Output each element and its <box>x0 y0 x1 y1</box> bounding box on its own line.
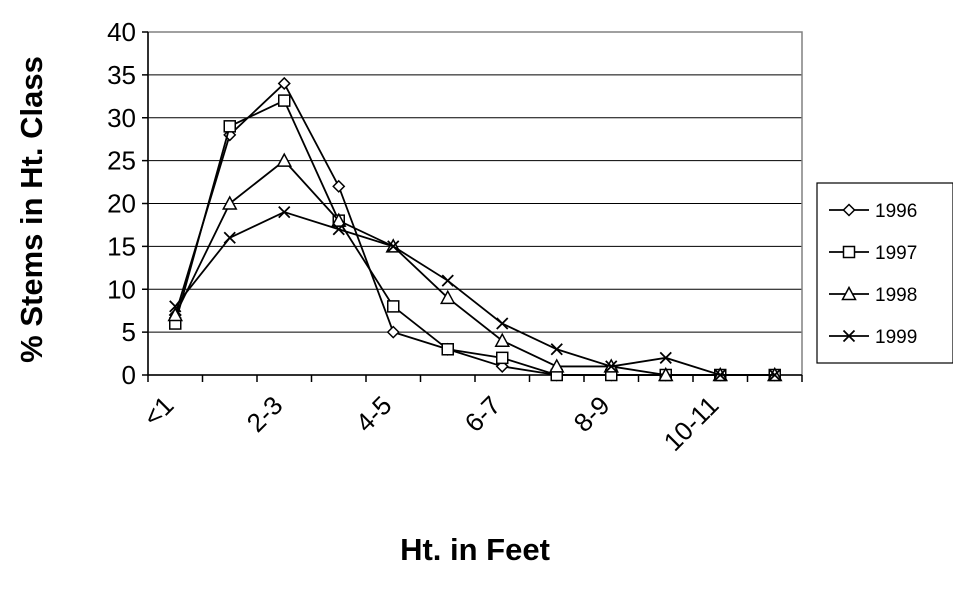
y-tick-label: 5 <box>122 317 136 347</box>
axes <box>142 31 803 382</box>
legend-item: 1999 <box>829 327 917 348</box>
data-point <box>496 351 509 365</box>
data-point <box>659 351 672 364</box>
gridlines <box>148 31 802 333</box>
legend-item: 1996 <box>829 201 917 222</box>
x-tick-label: 6-7 <box>459 390 507 438</box>
data-point <box>278 205 291 219</box>
x-tick-label: 10-11 <box>658 390 725 457</box>
data-point <box>441 343 454 356</box>
data-point <box>169 300 182 313</box>
data-point <box>277 76 291 91</box>
legend-marker <box>842 329 856 343</box>
x-tick-labels: <1 2-3 4-5 6-7 8-9 10-11 <box>137 390 724 457</box>
series-line <box>174 99 775 376</box>
legend-box <box>816 182 953 364</box>
data-point <box>332 223 345 236</box>
data-point <box>223 120 236 133</box>
data-point <box>494 332 511 347</box>
x-tick-label: 8-9 <box>568 390 616 438</box>
y-tick-label: 10 <box>107 274 136 304</box>
legend-marker <box>842 203 856 217</box>
data-point <box>167 306 184 322</box>
series-1996 <box>168 76 782 382</box>
series-line <box>174 211 775 376</box>
series-1999 <box>169 205 781 382</box>
y-tick-label: 15 <box>107 231 136 261</box>
series <box>167 76 783 382</box>
data-point <box>387 300 400 313</box>
data-point <box>550 343 563 356</box>
y-tick-label: 30 <box>107 103 136 133</box>
data-point <box>386 325 400 339</box>
data-point <box>330 212 347 227</box>
data-point <box>605 360 618 373</box>
series-line <box>174 81 775 376</box>
x-tick-label: 2-3 <box>241 390 289 438</box>
legend-label: 1997 <box>875 243 917 264</box>
legend-label: 1998 <box>875 285 917 306</box>
x-tick-label: <1 <box>137 390 179 432</box>
y-tick-label: 40 <box>107 17 136 47</box>
data-point <box>548 358 565 373</box>
series-1997 <box>169 94 781 382</box>
y-tick-label: 35 <box>107 60 136 90</box>
x-tick-label: 4-5 <box>350 390 398 438</box>
data-point <box>221 195 238 210</box>
data-point <box>223 231 236 244</box>
data-point <box>439 289 456 305</box>
y-tick-label: 20 <box>107 189 136 219</box>
legend-label: 1999 <box>875 327 917 348</box>
data-point <box>496 317 509 330</box>
legend-marker <box>841 285 857 301</box>
y-tick-label: 0 <box>122 360 136 390</box>
data-point <box>278 94 291 107</box>
y-axis-title: % Stems in Ht. Class <box>14 56 49 363</box>
data-point <box>768 368 781 382</box>
series-line <box>174 159 775 376</box>
data-point <box>387 240 400 253</box>
legend-label: 1996 <box>875 201 917 222</box>
data-point <box>657 366 674 382</box>
data-point <box>276 152 293 167</box>
data-point <box>441 274 454 287</box>
legend-marker <box>842 245 856 259</box>
legend: 1996 1997 1998 1999 <box>816 182 953 364</box>
x-axis-title: Ht. in Feet <box>400 532 550 567</box>
data-point <box>714 368 727 382</box>
legend-item: 1997 <box>829 243 917 264</box>
series-1998 <box>167 152 783 382</box>
y-tick-label: 25 <box>107 146 136 176</box>
legend-item: 1998 <box>829 285 917 306</box>
data-point <box>332 179 346 193</box>
y-tick-labels: 0 5 10 15 20 25 30 35 40 <box>107 17 136 390</box>
